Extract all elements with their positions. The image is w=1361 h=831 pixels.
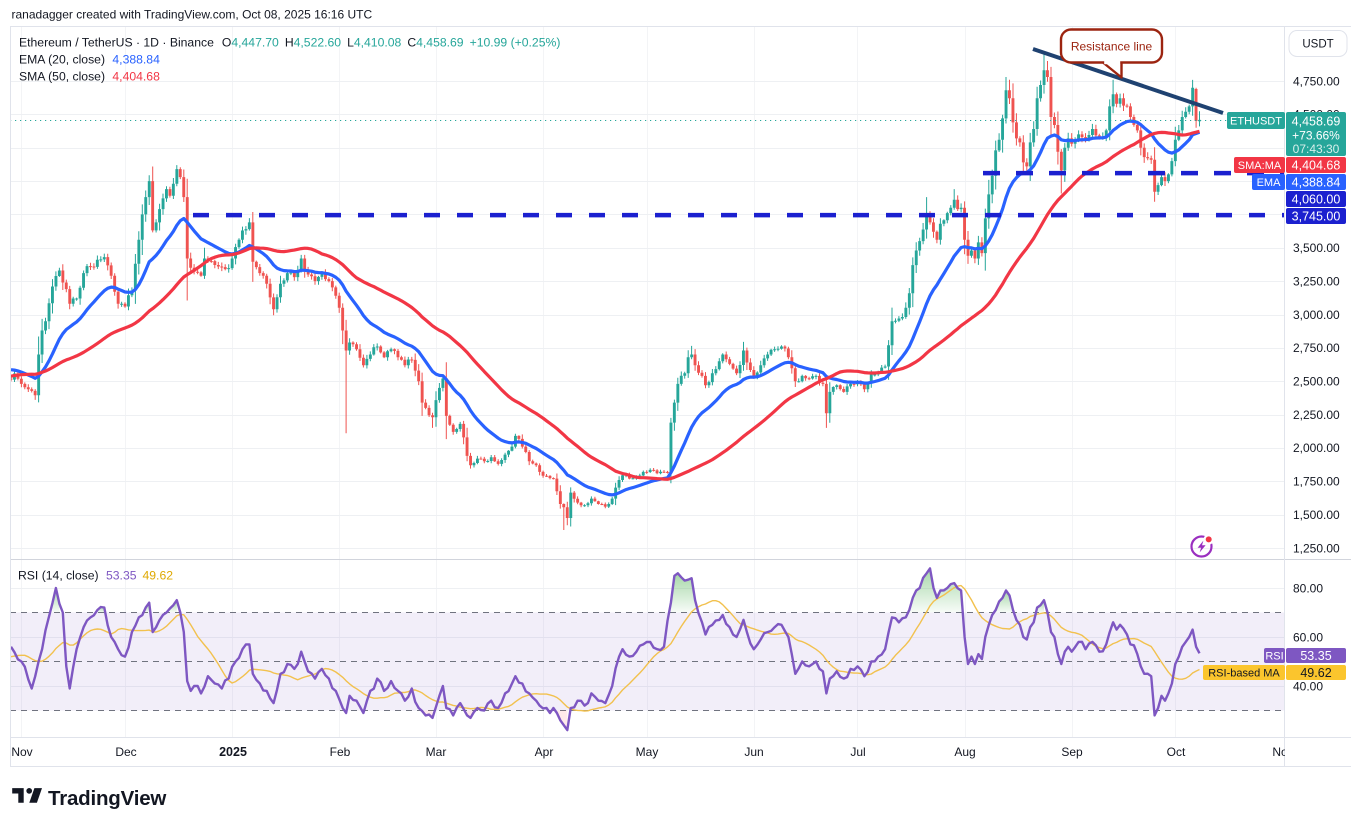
- svg-text:3,000.00: 3,000.00: [1293, 308, 1340, 322]
- svg-text:Sep: Sep: [1061, 745, 1083, 759]
- svg-text:60.00: 60.00: [1293, 630, 1323, 644]
- svg-text:Jul: Jul: [850, 745, 865, 759]
- svg-text:40.00: 40.00: [1293, 679, 1323, 693]
- svg-text:4,458.69: 4,458.69: [1292, 115, 1341, 129]
- svg-text:Dec: Dec: [115, 745, 136, 759]
- svg-text:Nov: Nov: [11, 745, 32, 759]
- svg-text:2,750.00: 2,750.00: [1293, 341, 1340, 355]
- svg-text:2025: 2025: [219, 745, 247, 759]
- svg-text:4,388.84: 4,388.84: [1292, 176, 1341, 190]
- svg-text:TradingView: TradingView: [48, 787, 166, 810]
- svg-text:07:43:30: 07:43:30: [1293, 142, 1340, 156]
- svg-text:Nov: Nov: [1272, 745, 1293, 759]
- svg-text:2,250.00: 2,250.00: [1293, 408, 1340, 422]
- svg-text:Oct: Oct: [1167, 745, 1186, 759]
- svg-text:53.35: 53.35: [1300, 649, 1331, 663]
- svg-text:3,745.00: 3,745.00: [1292, 210, 1341, 224]
- svg-text:2,000.00: 2,000.00: [1293, 441, 1340, 455]
- svg-text:May: May: [636, 745, 659, 759]
- svg-text:4,404.68: 4,404.68: [1292, 159, 1341, 173]
- svg-text:Resistance line: Resistance line: [1071, 40, 1153, 54]
- svg-text:80.00: 80.00: [1293, 581, 1323, 595]
- svg-text:+73.66%: +73.66%: [1292, 129, 1340, 143]
- svg-text:ranadagger created with Tradin: ranadagger created with TradingView.com,…: [12, 8, 373, 22]
- svg-text:3,500.00: 3,500.00: [1293, 241, 1340, 255]
- svg-text:EMA: EMA: [1257, 177, 1282, 189]
- svg-text:1,250.00: 1,250.00: [1293, 541, 1340, 555]
- svg-text:RSI: RSI: [1265, 651, 1283, 663]
- svg-text:4,750.00: 4,750.00: [1293, 74, 1340, 88]
- svg-text:USDT: USDT: [1302, 39, 1333, 51]
- svg-text:SMA (50, close) 4,404.68: SMA (50, close) 4,404.68: [19, 70, 160, 84]
- svg-text:Ethereum / TetherUS · 1D · Bin: Ethereum / TetherUS · 1D · Binance O4,447…: [19, 36, 560, 50]
- svg-text:Jun: Jun: [744, 745, 763, 759]
- svg-text:1,500.00: 1,500.00: [1293, 508, 1340, 522]
- svg-text:Feb: Feb: [330, 745, 351, 759]
- svg-text:Apr: Apr: [535, 745, 554, 759]
- svg-text:ETHUSDT: ETHUSDT: [1230, 116, 1282, 128]
- svg-text:Mar: Mar: [426, 745, 447, 759]
- svg-text:4,060.00: 4,060.00: [1292, 193, 1341, 207]
- svg-text:SMA:MA: SMA:MA: [1238, 160, 1282, 172]
- svg-text:Aug: Aug: [954, 745, 975, 759]
- svg-text:1,750.00: 1,750.00: [1293, 475, 1340, 489]
- svg-text:RSI-based MA: RSI-based MA: [1208, 668, 1280, 680]
- svg-text:EMA (20, close) 4,388.84: EMA (20, close) 4,388.84: [19, 53, 160, 67]
- svg-text:3,250.00: 3,250.00: [1293, 274, 1340, 288]
- svg-text:2,500.00: 2,500.00: [1293, 375, 1340, 389]
- svg-text:49.62: 49.62: [1300, 666, 1331, 680]
